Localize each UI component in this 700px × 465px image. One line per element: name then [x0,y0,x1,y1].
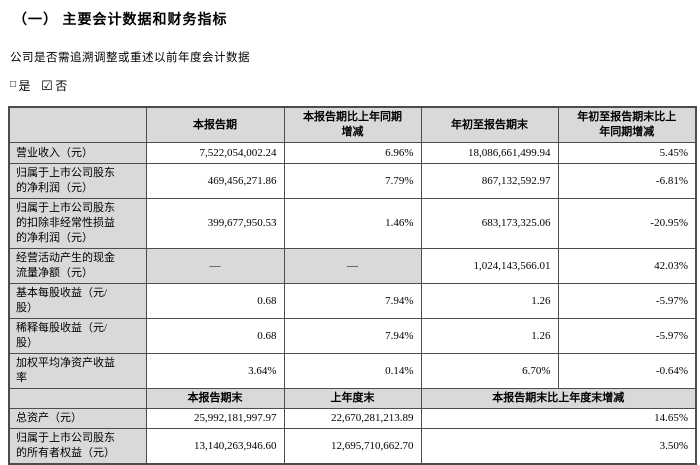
cell-value: 1,024,143,566.01 [420,248,559,284]
cell-value: -6.81% [557,163,697,199]
table-row-diluted-eps: 稀释每股收益（元/股） 0.68 7.94% 1.26 -5.97% [8,318,697,354]
table-row-net-profit: 归属于上市公司股东的净利润（元） 469,456,271.86 7.79% 86… [8,163,697,199]
cell-value: 22,670,281,213.89 [283,408,422,429]
table-header-row-period-end: 本报告期末 上年度末 本报告期末比上年度末增减 [8,388,697,409]
header-ytd: 年初至报告期末 [420,106,559,143]
cell-value: 0.14% [283,353,422,389]
row-label: 归属于上市公司股东的所有者权益（元） [8,428,147,465]
cell-value: -20.95% [557,198,697,249]
header-empty-cell [8,388,147,409]
table-row-revenue: 营业收入（元） 7,522,054,002.24 6.96% 18,086,66… [8,142,697,164]
cell-value: 6.70% [420,353,559,389]
header-end-of-period: 本报告期末 [145,388,285,409]
cell-value: 1.26 [420,283,559,319]
cell-value: 25,992,181,997.97 [145,408,285,429]
table-header-row-period: 本报告期 本报告期比上年同期增减 年初至报告期末 年初至报告期末比上年同期增减 [8,106,697,143]
checkbox-yes-label: 是 [18,79,32,93]
key-financial-data-table: 本报告期 本报告期比上年同期增减 年初至报告期末 年初至报告期末比上年同期增减 … [8,106,697,465]
table-row-operating-cash-flow: 经营活动产生的现金流量净额（元） — — 1,024,143,566.01 42… [8,248,697,284]
row-label: 稀释每股收益（元/股） [8,318,147,354]
cell-value-na: — [283,248,422,284]
restate-question-text: 公司是否需追溯调整或重述以前年度会计数据 [10,52,250,64]
restate-answer-line: □ 是 ☑ 否 [10,77,700,94]
cell-value: 867,132,592.97 [420,163,559,199]
checkbox-yes-icon: □ [10,79,17,90]
row-label: 加权平均净资产收益率 [8,353,147,389]
header-period-yoy-change: 本报告期比上年同期增减 [283,106,422,143]
cell-value: 683,173,325.06 [420,198,559,249]
cell-value: 18,086,661,499.94 [420,142,559,164]
header-end-of-last-year: 上年度末 [283,388,422,409]
cell-value: 7,522,054,002.24 [145,142,285,164]
table-row-total-assets: 总资产（元） 25,992,181,997.97 22,670,281,213.… [8,408,697,429]
header-current-period: 本报告期 [145,106,285,143]
cell-value: 0.68 [145,318,285,354]
table-row-weighted-avg-roe: 加权平均净资产收益率 3.64% 0.14% 6.70% -0.64% [8,353,697,389]
cell-value: 3.50% [420,428,697,465]
cell-value: 6.96% [283,142,422,164]
cell-value: 3.64% [145,353,285,389]
cell-value: 7.79% [283,163,422,199]
checkbox-no-checked-icon: ☑ [41,77,54,93]
cell-value: -5.97% [557,318,697,354]
header-empty-cell [8,106,147,143]
checkbox-no-label: 否 [55,79,68,93]
row-label: 经营活动产生的现金流量净额（元） [8,248,147,284]
row-label: 归属于上市公司股东的扣除非经常性损益的净利润（元） [8,198,147,249]
header-period-end-vs-year-end-change: 本报告期末比上年度末增减 [420,388,697,409]
cell-value: 13,140,263,946.60 [145,428,285,465]
table-row-equity-attributable-to-shareholders: 归属于上市公司股东的所有者权益（元） 13,140,263,946.60 12,… [8,428,697,465]
cell-value: 0.68 [145,283,285,319]
cell-value: -5.97% [557,283,697,319]
row-label: 归属于上市公司股东的净利润（元） [8,163,147,199]
table-row-basic-eps: 基本每股收益（元/股） 0.68 7.94% 1.26 -5.97% [8,283,697,319]
cell-value: 7.94% [283,318,422,354]
cell-value: 1.26 [420,318,559,354]
cell-value: 5.45% [557,142,697,164]
cell-value: 12,695,710,662.70 [283,428,422,465]
cell-value: 469,456,271.86 [145,163,285,199]
table-row-net-profit-excl-nonrecurring: 归属于上市公司股东的扣除非经常性损益的净利润（元） 399,677,950.53… [8,198,697,249]
header-ytd-yoy-change: 年初至报告期末比上年同期增减 [557,106,697,143]
row-label: 基本每股收益（元/股） [8,283,147,319]
cell-value: 7.94% [283,283,422,319]
cell-value: 399,677,950.53 [145,198,285,249]
cell-value: 42.03% [557,248,697,284]
cell-value: -0.64% [557,353,697,389]
cell-value-na: — [145,248,285,284]
row-label: 营业收入（元） [8,142,147,164]
section-title: （一） 主要会计数据和财务指标 [13,13,228,28]
cell-value: 14.65% [420,408,697,429]
cell-value: 1.46% [283,198,422,249]
row-label: 总资产（元） [8,408,147,429]
